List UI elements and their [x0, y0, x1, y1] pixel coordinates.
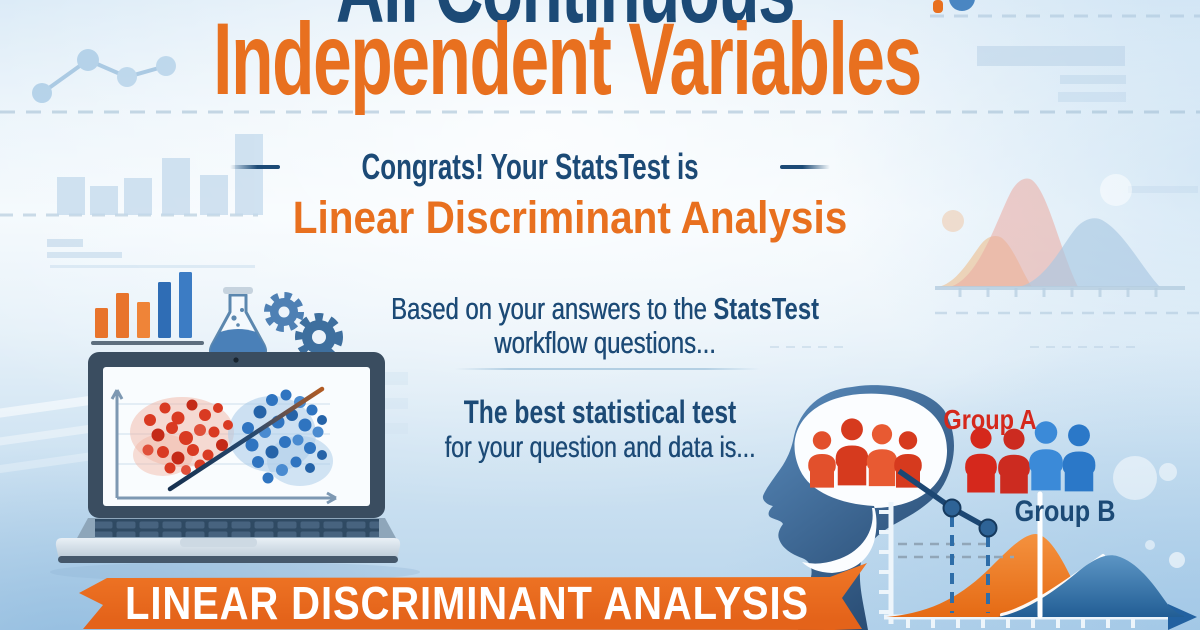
banner-label: LINEAR DISCRIMINANT ANALYSIS	[125, 577, 810, 629]
eyebrow-text: Congrats! Your StatsTest is	[361, 146, 699, 187]
laptop-illustration	[50, 272, 420, 582]
intro-line1-bold: StatsTest	[713, 291, 820, 326]
scatter-plot-icon	[110, 386, 337, 505]
red-cluster	[142, 399, 233, 475]
bokeh-circles	[942, 174, 1185, 568]
person-icon	[998, 428, 1030, 494]
laptop-icon	[50, 352, 420, 582]
projection-guides	[897, 468, 1014, 613]
intro-text: Based on your answers to the StatsTest w…	[305, 292, 905, 360]
separating-line	[167, 386, 325, 492]
divider-line	[455, 368, 760, 370]
line-chart-icon	[32, 49, 176, 103]
faded-bar-chart	[57, 134, 263, 215]
headline-line2: Independent Variables	[213, 2, 922, 116]
bar-chart-icon	[91, 272, 204, 345]
group-a-label: Group A	[943, 404, 1037, 435]
person-icon	[965, 427, 997, 493]
best-line1: The best statistical test	[463, 394, 737, 430]
intro-line1-prefix: Based on your answers to the	[390, 291, 714, 326]
faded-text-lines	[47, 46, 1198, 268]
head-silhouette-icon	[762, 385, 954, 630]
person-icon	[1062, 424, 1096, 492]
best-test-text: The best statistical test for your quest…	[300, 395, 900, 465]
decorative-dash-right	[780, 165, 830, 169]
faded-distribution-curves	[770, 178, 1200, 348]
result-title: Linear Discriminant Analysis	[292, 192, 848, 243]
question-mark-fragment-icon	[933, 0, 975, 13]
blue-cluster	[242, 389, 327, 484]
intro-line2: workflow questions...	[494, 325, 716, 360]
eyebrow-row: Congrats! Your StatsTest is	[230, 146, 830, 188]
group-b-label: Group B	[1014, 495, 1116, 528]
headline-line1: All Continuous	[170, 0, 961, 38]
decorative-dash-left	[230, 165, 280, 169]
best-line2: for your question and data is...	[444, 431, 756, 464]
